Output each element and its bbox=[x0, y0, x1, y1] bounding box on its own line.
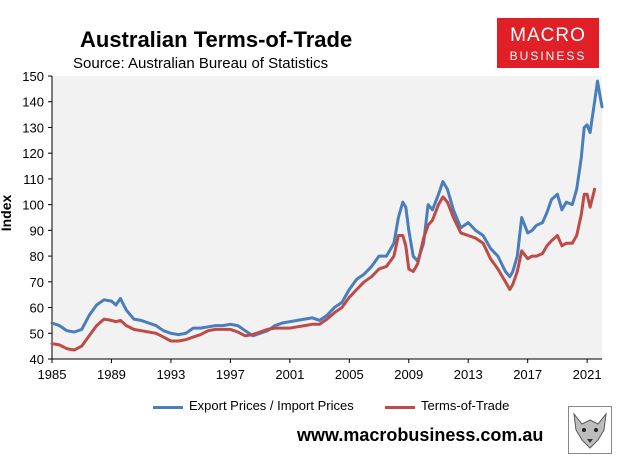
x-tick-label: 2001 bbox=[275, 367, 304, 382]
legend-swatch-export-import bbox=[153, 406, 183, 409]
website-url: www.macrobusiness.com.au bbox=[297, 425, 544, 445]
macrobusiness-logo: MACRO BUSINESS bbox=[497, 18, 599, 68]
chart-subtitle: Source: Australian Bureau of Statistics bbox=[73, 55, 329, 72]
y-tick-label: 120 bbox=[22, 146, 44, 161]
y-tick-label: 150 bbox=[22, 69, 44, 84]
wolf-mascot-icon bbox=[568, 406, 612, 454]
legend-label-export-import: Export Prices / Import Prices bbox=[189, 398, 354, 413]
logo-line1: MACRO bbox=[510, 25, 586, 46]
x-tick-label: 2013 bbox=[454, 367, 483, 382]
x-tick-label: 2009 bbox=[394, 367, 423, 382]
series-line-export-import bbox=[50, 79, 604, 338]
y-tick-label: 40 bbox=[30, 352, 44, 367]
y-tick-label: 130 bbox=[22, 120, 44, 135]
series-layer bbox=[50, 79, 604, 352]
y-tick-label: 80 bbox=[30, 249, 44, 264]
y-tick-label: 110 bbox=[23, 172, 44, 187]
x-tick-label: 2021 bbox=[573, 367, 602, 382]
y-tick-label: 70 bbox=[30, 275, 44, 290]
logo-line2: BUSINESS bbox=[509, 49, 587, 63]
x-tick-label: 1997 bbox=[216, 367, 245, 382]
y-tick-label: 100 bbox=[22, 198, 44, 213]
x-tick-label: 1989 bbox=[97, 367, 126, 382]
legend-swatch-terms-of-trade bbox=[385, 406, 415, 409]
x-tick-label: 2017 bbox=[513, 367, 542, 382]
x-tick-label: 2005 bbox=[335, 367, 364, 382]
chart-title: Australian Terms-of-Trade bbox=[80, 27, 353, 52]
plot-area bbox=[52, 76, 602, 359]
y-tick-label: 90 bbox=[30, 223, 44, 238]
y-tick-label: 140 bbox=[22, 95, 44, 110]
legend-label-terms-of-trade: Terms-of-Trade bbox=[421, 398, 510, 413]
y-tick-label: 50 bbox=[30, 326, 44, 341]
series-line-terms-of-trade bbox=[50, 187, 597, 352]
x-tick-label: 1985 bbox=[38, 367, 67, 382]
x-tick-label: 1993 bbox=[156, 367, 185, 382]
axes: 40 50 60 70 80 90 100 110 120 130 140 150 1985 1989 19… bbox=[22, 69, 602, 382]
y-tick-label: 60 bbox=[30, 301, 44, 316]
